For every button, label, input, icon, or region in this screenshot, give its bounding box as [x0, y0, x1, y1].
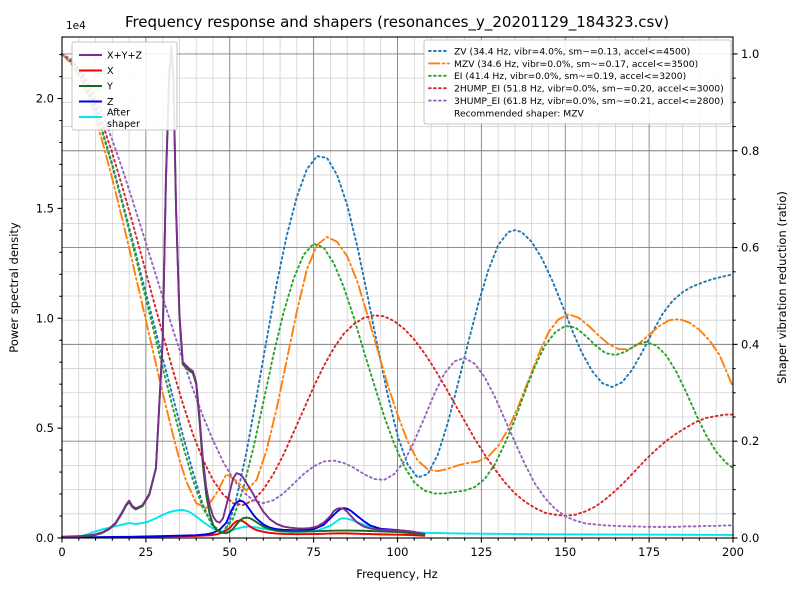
- shaper-curve-zv: [61, 52, 734, 534]
- y-tick-label-left: 0.0: [36, 531, 54, 545]
- y-axis-label-left: Power spectral density: [7, 222, 21, 353]
- x-tick-label: 50: [222, 545, 237, 559]
- psd-legend-label: X+Y+Z: [107, 51, 143, 62]
- x-tick-label: 175: [638, 545, 660, 559]
- psd-legend-box: [71, 41, 178, 131]
- shaper-legend-label: 3HUMP_EI (61.8 Hz, vibr=0.0%, sm~=0.21, …: [454, 96, 724, 107]
- shaper-legend-box: [423, 39, 732, 125]
- shaper-curve-ei: [61, 52, 734, 534]
- shaper-legend-label: ZV (34.4 Hz, vibr=4.0%, sm~=0.13, accel<…: [454, 46, 690, 57]
- psd-curve-z: [61, 499, 426, 539]
- y-tick-label-left: 0.5: [36, 421, 54, 435]
- y-tick-label-right: 0.0: [741, 531, 759, 545]
- y-tick-label-right: 0.8: [741, 144, 759, 158]
- x-tick-label: 200: [722, 545, 744, 559]
- y-tick-label-right: 0.6: [741, 241, 759, 255]
- psd-legend-label: X: [107, 66, 114, 77]
- chart-title: Frequency response and shapers (resonanc…: [125, 13, 669, 32]
- shaper-curve-3hump_ei: [61, 52, 734, 528]
- shaper-legend-label: EI (41.4 Hz, vibr=0.0%, sm~=0.19, accel<…: [454, 71, 686, 82]
- x-tick-label: 150: [554, 545, 576, 559]
- x-tick-label: 100: [387, 545, 409, 559]
- psd-legend-label: Z: [107, 97, 114, 108]
- y-tick-label-left: 2.0: [36, 92, 54, 106]
- x-tick-label: 25: [139, 545, 154, 559]
- y-axis-exponent-label: 1e4: [66, 20, 86, 32]
- shaper-legend-label: MZV (34.6 Hz, vibr=0.0%, sm~=0.17, accel…: [454, 59, 698, 70]
- recommended-shaper-note: Recommended shaper: MZV: [454, 108, 584, 119]
- shaper-curve-2hump_ei: [61, 52, 734, 517]
- x-tick-label: 0: [58, 545, 65, 559]
- shaper-curve-mzv: [61, 52, 734, 509]
- shaper-legend-label: 2HUMP_EI (51.8 Hz, vibr=0.0%, sm~=0.20, …: [454, 84, 724, 95]
- y-tick-label-right: 0.2: [741, 434, 759, 448]
- y-tick-label-left: 1.0: [36, 311, 54, 325]
- y-tick-label-right: 1.0: [741, 47, 759, 61]
- psd-legend-label: shaper: [107, 119, 140, 130]
- y-tick-label-right: 0.4: [741, 337, 759, 351]
- x-tick-label: 75: [306, 545, 321, 559]
- x-tick-label: 125: [470, 545, 492, 559]
- psd-legend-label: After: [107, 108, 130, 119]
- y-axis-label-right: Shaper vibration reduction (ratio): [775, 191, 789, 384]
- x-axis-label: Frequency, Hz: [356, 567, 437, 581]
- y-tick-label-left: 1.5: [36, 201, 54, 215]
- psd-curve-x-y-z: [61, 44, 426, 538]
- psd-legend-label: Y: [106, 82, 113, 93]
